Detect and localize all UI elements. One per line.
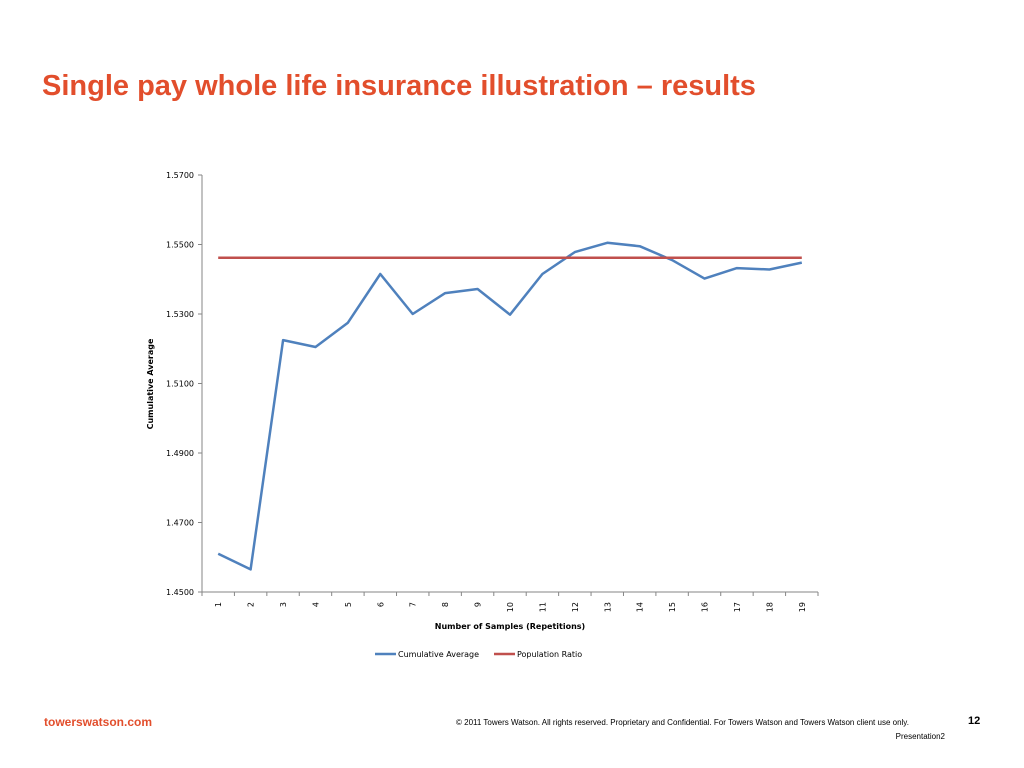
- x-tick-label: 1: [214, 602, 223, 607]
- x-tick-label: 9: [474, 602, 483, 607]
- x-tick-label: 12: [571, 602, 580, 612]
- x-tick-label: 8: [441, 602, 450, 607]
- y-tick-label: 1.4700: [166, 519, 194, 528]
- y-tick-label: 1.5300: [166, 310, 194, 319]
- series-lines: [217, 241, 803, 571]
- x-tick-label: 15: [668, 602, 677, 612]
- x-tick-label: 2: [247, 602, 256, 607]
- footer-brand-link[interactable]: towerswatson.com: [44, 715, 153, 729]
- line-chart: 1.4500 1.4700 1.4900 1.5100 1.5300 1.5500 1.57…: [146, 171, 819, 659]
- x-tick-label: 3: [279, 602, 288, 607]
- legend-label-population-ratio: Population Ratio: [517, 650, 582, 659]
- x-tick-label: 4: [311, 602, 320, 607]
- y-tick-label: 1.4900: [166, 449, 194, 458]
- x-tick-label: 19: [798, 602, 807, 612]
- x-tick-label: 7: [409, 602, 418, 607]
- x-tick-label: 10: [506, 602, 515, 612]
- x-axis-label: Number of Samples (Repetitions): [435, 622, 585, 631]
- y-axis-label: Cumulative Average: [146, 338, 155, 429]
- page-number: 12: [968, 715, 981, 727]
- series-line-cumulative-average: [217, 241, 803, 571]
- y-axis-ticks: 1.4500 1.4700 1.4900 1.5100 1.5300 1.5500 1.57…: [166, 171, 202, 597]
- x-tick-label: 13: [603, 602, 612, 612]
- y-tick-label: 1.4500: [166, 588, 194, 597]
- slide-title: Single pay whole life insurance illustra…: [42, 70, 756, 102]
- x-tick-label: 6: [376, 602, 385, 607]
- x-tick-label: 14: [636, 602, 645, 612]
- chart-legend: Cumulative Average Population Ratio: [375, 650, 582, 659]
- y-tick-label: 1.5500: [166, 241, 194, 250]
- footer-filename: Presentation2: [895, 732, 945, 741]
- x-tick-label: 11: [538, 602, 547, 612]
- legend-label-cumulative-average: Cumulative Average: [398, 650, 479, 659]
- footer-legal-text: © 2011 Towers Watson. All rights reserve…: [456, 718, 909, 727]
- y-tick-label: 1.5100: [166, 380, 194, 389]
- y-tick-label: 1.5700: [166, 171, 194, 180]
- x-tick-label: 17: [733, 602, 742, 612]
- x-tick-label: 16: [701, 602, 710, 612]
- x-tick-label: 5: [344, 602, 353, 607]
- x-tick-label: 18: [765, 602, 774, 612]
- x-axis-ticks: 1 2 3 4 5 6 7 8 9 10 11 12 13 14 15 16 17 18 19: [201, 592, 819, 612]
